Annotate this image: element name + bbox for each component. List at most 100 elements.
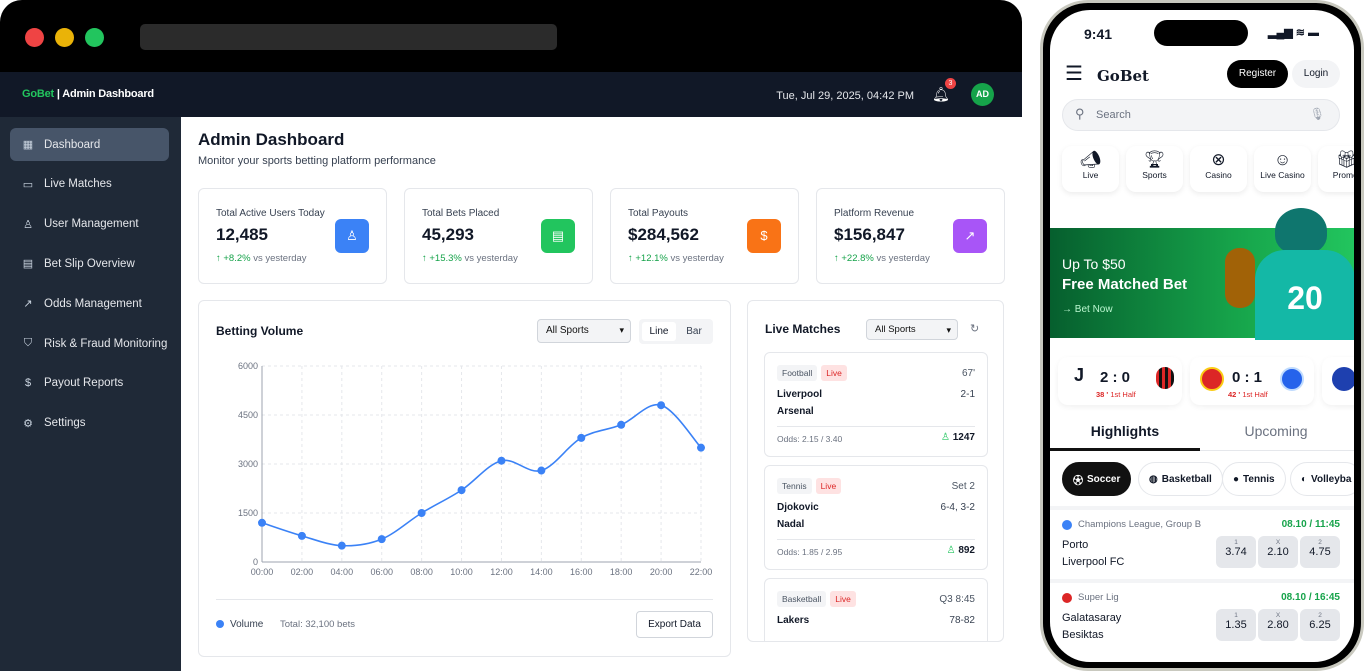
minimize-window-button[interactable] — [55, 28, 74, 47]
sidebar-item-settings[interactable]: ⚙ Settings — [10, 407, 169, 440]
stat-change: ↑ +22.8% vs yesterday — [834, 253, 930, 264]
home-team: Lakers — [777, 615, 810, 626]
category-live-casino[interactable]: ☺ Live Casino — [1254, 146, 1311, 192]
sport-chip-tennis[interactable]: ● Tennis — [1222, 462, 1286, 496]
phone-screen: 9:41 ▂▄▆ ≋ ▬ ☰ GoBet Register Login ⚲ Se… — [1050, 10, 1354, 662]
avatar[interactable]: AD — [971, 83, 994, 106]
data-point — [258, 518, 266, 527]
match-minute: 38 ' — [1096, 390, 1109, 399]
score-card[interactable]: 0 : 1 42 ' 1st Half — [1190, 357, 1314, 405]
sport-tag: Football — [777, 365, 818, 381]
odds-button[interactable]: 2 4.75 — [1300, 536, 1340, 568]
change-value: ↑ +22.8% — [834, 253, 874, 264]
volume-line-chart: 0 1500 3000 4500 6000 00:00 02:00 04:00 06:00 08:… — [238, 361, 713, 577]
odds-button[interactable]: X 2.10 — [1258, 536, 1298, 568]
export-data-button[interactable]: Export Data — [636, 611, 713, 638]
login-button[interactable]: Login — [1292, 60, 1340, 88]
bar-toggle-button[interactable]: Bar — [686, 326, 702, 337]
banner-line1: Up To $50 — [1062, 256, 1126, 272]
tab-highlights[interactable]: Highlights — [1090, 423, 1160, 439]
bell-icon[interactable]: 🔔︎ — [932, 86, 950, 102]
stat-value: 12,485 — [216, 225, 268, 244]
match-odds: Odds: 1.85 / 2.95 — [777, 547, 843, 557]
chart-icon: ↗ — [953, 219, 987, 253]
address-bar[interactable] — [140, 24, 557, 50]
odds-button[interactable]: X 2.80 — [1258, 609, 1298, 641]
category-sports[interactable]: 🏆︎ Sports — [1126, 146, 1183, 192]
sidebar-item-odds-management[interactable]: ↗ Odds Management — [10, 287, 169, 320]
sidebar-item-label: Live Matches — [44, 178, 112, 191]
odds-value: 1.35 — [1225, 619, 1247, 631]
odds-button[interactable]: 1 3.74 — [1216, 536, 1256, 568]
sidebar-item-user-management[interactable]: ♙ User Management — [10, 208, 169, 241]
search-placeholder: Search — [1096, 109, 1131, 121]
league-flag-icon — [1062, 520, 1072, 530]
maximize-window-button[interactable] — [85, 28, 104, 47]
user-icon: ♙ — [23, 218, 33, 231]
tab-upcoming[interactable]: Upcoming — [1244, 423, 1308, 439]
category-label: Live Casino — [1260, 170, 1305, 180]
match-odds: Odds: 2.15 / 3.40 — [777, 434, 843, 444]
league-name: Super Lig — [1078, 592, 1119, 603]
trophy-icon: 🏆︎ — [1143, 150, 1166, 169]
chip-label: Basketball — [1161, 473, 1212, 485]
score-card[interactable] — [1322, 357, 1354, 405]
whistle-icon: 📣︎ — [1079, 150, 1102, 169]
sidebar-item-label: Bet Slip Overview — [44, 257, 135, 270]
sidebar-item-payout-reports[interactable]: $ Payout Reports — [10, 367, 169, 400]
stat-value: 45,293 — [422, 225, 474, 244]
brand-logo[interactable]: GoBet | Admin Dashboard — [22, 88, 154, 100]
sidebar-item-live-matches[interactable]: ▭ Live Matches — [10, 168, 169, 201]
document-icon: ▤ — [541, 219, 575, 253]
live-match-card[interactable]: Tennis Live Set 2 Djokovic 6-4, 3-2 Nadal … — [764, 465, 988, 570]
sport-filter-select[interactable]: All Sports — [537, 319, 631, 343]
sidebar-item-dashboard[interactable]: ▦ Dashboard — [10, 128, 169, 161]
stat-card: Total Payouts $284,562 ↑ +12.1% vs yeste… — [610, 188, 799, 284]
page-title: Admin Dashboard — [198, 130, 345, 149]
sport-chip-basketball[interactable]: ◍ Basketball — [1138, 462, 1223, 496]
match-score: 78-82 — [949, 615, 975, 626]
hamburger-menu-icon[interactable]: ☰ — [1065, 63, 1083, 85]
sidebar-item-risk-fraud-monitoring[interactable]: ⛉ Risk & Fraud Monitoring — [10, 327, 169, 360]
odds-button[interactable]: 2 6.25 — [1300, 609, 1340, 641]
card-title: Live Matches — [765, 322, 841, 336]
browser-chrome — [0, 0, 1022, 72]
refresh-icon[interactable]: ↻ — [970, 323, 980, 335]
category-casino[interactable]: ⊗ Casino — [1190, 146, 1247, 192]
match-row[interactable]: Super Lig 08.10 / 16:45 Galatasaray Besi… — [1050, 579, 1354, 648]
search-input[interactable]: ⚲ Search 🎙︎ — [1062, 99, 1340, 131]
x-tick-label: 10:00 — [450, 567, 473, 577]
line-toggle-button[interactable]: Line — [642, 322, 676, 341]
chart-icon: ↗ — [23, 298, 33, 311]
bet-now-link[interactable]: → Bet Now — [1062, 304, 1113, 315]
sidebar-item-bet-slip-overview[interactable]: ▤ Bet Slip Overview — [10, 247, 169, 280]
league-flag-icon — [1062, 593, 1072, 603]
data-point — [457, 486, 466, 495]
live-match-card[interactable]: Basketball Live Q3 8:45 Lakers 78-82 — [764, 578, 988, 641]
category-label: Live — [1082, 170, 1099, 180]
data-point — [657, 401, 666, 410]
live-filter-select[interactable]: All Sports — [866, 319, 958, 340]
register-button[interactable]: Register — [1227, 60, 1288, 88]
odds-button[interactable]: 1 1.35 — [1216, 609, 1256, 641]
data-point — [537, 466, 546, 475]
category-promot[interactable]: 🎁︎Promot — [1318, 146, 1354, 192]
promo-banner[interactable]: Up To $50 Free Matched Bet → Bet Now 20 — [1050, 208, 1354, 340]
tabs: Highlights Upcoming — [1050, 415, 1354, 451]
change-value: ↑ +8.2% — [216, 253, 251, 264]
live-match-card[interactable]: Football Live 67' Liverpool 2-1 Arsenal Od… — [764, 352, 988, 457]
dealer-icon: ☺ — [1273, 150, 1292, 169]
home-team: Galatasaray — [1062, 612, 1122, 624]
microphone-icon[interactable]: 🎙︎ — [1309, 107, 1325, 121]
x-tick-label: 22:00 — [690, 567, 713, 577]
legend-label: Volume — [230, 619, 264, 630]
category-live[interactable]: 📣︎ Live — [1062, 146, 1119, 192]
close-window-button[interactable] — [25, 28, 44, 47]
sport-chip-volleyba[interactable]: ◐ Volleyba — [1290, 462, 1354, 496]
score-card[interactable]: J 2 : 0 38 ' 1st Half — [1058, 357, 1182, 405]
sidebar-item-label: Risk & Fraud Monitoring — [44, 337, 168, 350]
odds-value: 2.10 — [1267, 546, 1289, 558]
match-row[interactable]: Champions League, Group B 08.10 / 11:45 … — [1050, 506, 1354, 575]
odds-value: 6.25 — [1309, 619, 1331, 631]
sport-chip-soccer[interactable]: ⚽︎ Soccer — [1062, 462, 1132, 496]
